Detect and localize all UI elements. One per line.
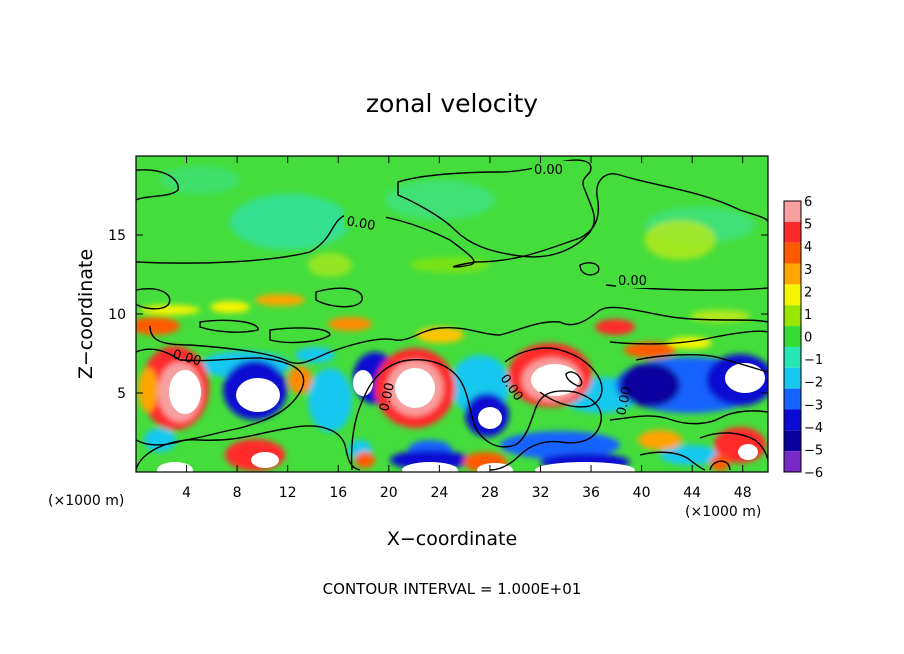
zero-contours <box>136 159 768 471</box>
x-tick-label: 36 <box>582 485 600 501</box>
x-tick-label: 4 <box>182 485 191 501</box>
colorbar-swatch <box>784 367 801 389</box>
saturation-cores <box>157 363 765 472</box>
colorbar-label: 5 <box>804 218 812 233</box>
colorbar-swatch <box>784 346 801 368</box>
colorbar-swatch <box>784 305 801 327</box>
x-axis-label: X−coordinate <box>387 528 517 550</box>
x-tick-label: 40 <box>633 485 651 501</box>
y-tick-label: 5 <box>117 386 126 402</box>
x-tick-label: 32 <box>532 485 550 501</box>
x-tick-label: 12 <box>279 485 297 501</box>
colorbar-label: −6 <box>804 466 823 481</box>
contour-label: 0.00 <box>171 347 203 369</box>
colorbar-label: 3 <box>804 263 812 278</box>
y-axis: 5 10 15 <box>108 228 768 402</box>
contour-labels: 0.00 0.00 0.00 0.00 0.00 0.00 0.00 <box>171 161 658 417</box>
colorbar-label: −5 <box>804 443 823 458</box>
colorbar-label: −4 <box>804 421 823 436</box>
chart-title: zonal velocity <box>366 89 538 118</box>
x-tick-label: 16 <box>329 485 347 501</box>
colorbar-frame <box>783 200 802 473</box>
field-colors <box>136 166 768 472</box>
colorbar-label: 4 <box>804 240 812 255</box>
contour-label: 0.00 <box>614 385 635 416</box>
colorbar-swatch <box>784 326 801 347</box>
x-tick-label: 44 <box>683 485 701 501</box>
y-tick-label: 15 <box>108 228 126 244</box>
colorbar-label: 1 <box>804 308 812 323</box>
colorbar-label: −1 <box>804 353 823 368</box>
colorbar-swatch <box>784 451 801 472</box>
colorbar-label: −2 <box>804 376 823 391</box>
contour-interval-note: CONTOUR INTERVAL = 1.000E+01 <box>323 580 582 598</box>
x-tick-label: 28 <box>481 485 499 501</box>
contour-label: 0.00 <box>534 163 563 178</box>
colorbar-swatch <box>784 409 801 431</box>
colorbar-swatch <box>784 263 801 285</box>
x-unit-right: (×1000 m) <box>685 504 761 520</box>
colorbar-swatch <box>784 201 801 222</box>
x-tick-label: 8 <box>233 485 242 501</box>
colorbar-label: 2 <box>804 285 812 300</box>
x-tick-label: 20 <box>380 485 398 501</box>
x-tick-label: 24 <box>430 485 448 501</box>
colorbar-swatch <box>784 284 801 306</box>
contour-label: 0.00 <box>345 214 376 234</box>
x-tick-label: 48 <box>734 485 752 501</box>
colorbar-swatch <box>784 388 801 410</box>
contour-label: 0.00 <box>377 381 398 412</box>
y-axis-label: Z−coordinate <box>75 249 97 379</box>
contour-label: 0.00 <box>618 274 647 289</box>
colorbar-swatch <box>784 221 801 243</box>
x-axis: 4 8 12 16 20 24 28 32 36 40 44 48 <box>182 156 752 501</box>
colorbar-label: 0 <box>804 331 812 346</box>
colorbar: 6 5 4 3 2 1 0 −1 −2 −3 −4 −5 −6 <box>783 195 823 481</box>
colorbar-swatch <box>784 242 801 264</box>
x-unit-left: (×1000 m) <box>48 493 124 509</box>
y-tick-label: 10 <box>108 307 126 323</box>
colorbar-swatch <box>784 430 801 452</box>
colorbar-label: −3 <box>804 398 823 413</box>
colorbar-label: 6 <box>804 195 812 210</box>
plot-area: 0.00 0.00 0.00 0.00 0.00 0.00 0.00 <box>136 156 768 472</box>
